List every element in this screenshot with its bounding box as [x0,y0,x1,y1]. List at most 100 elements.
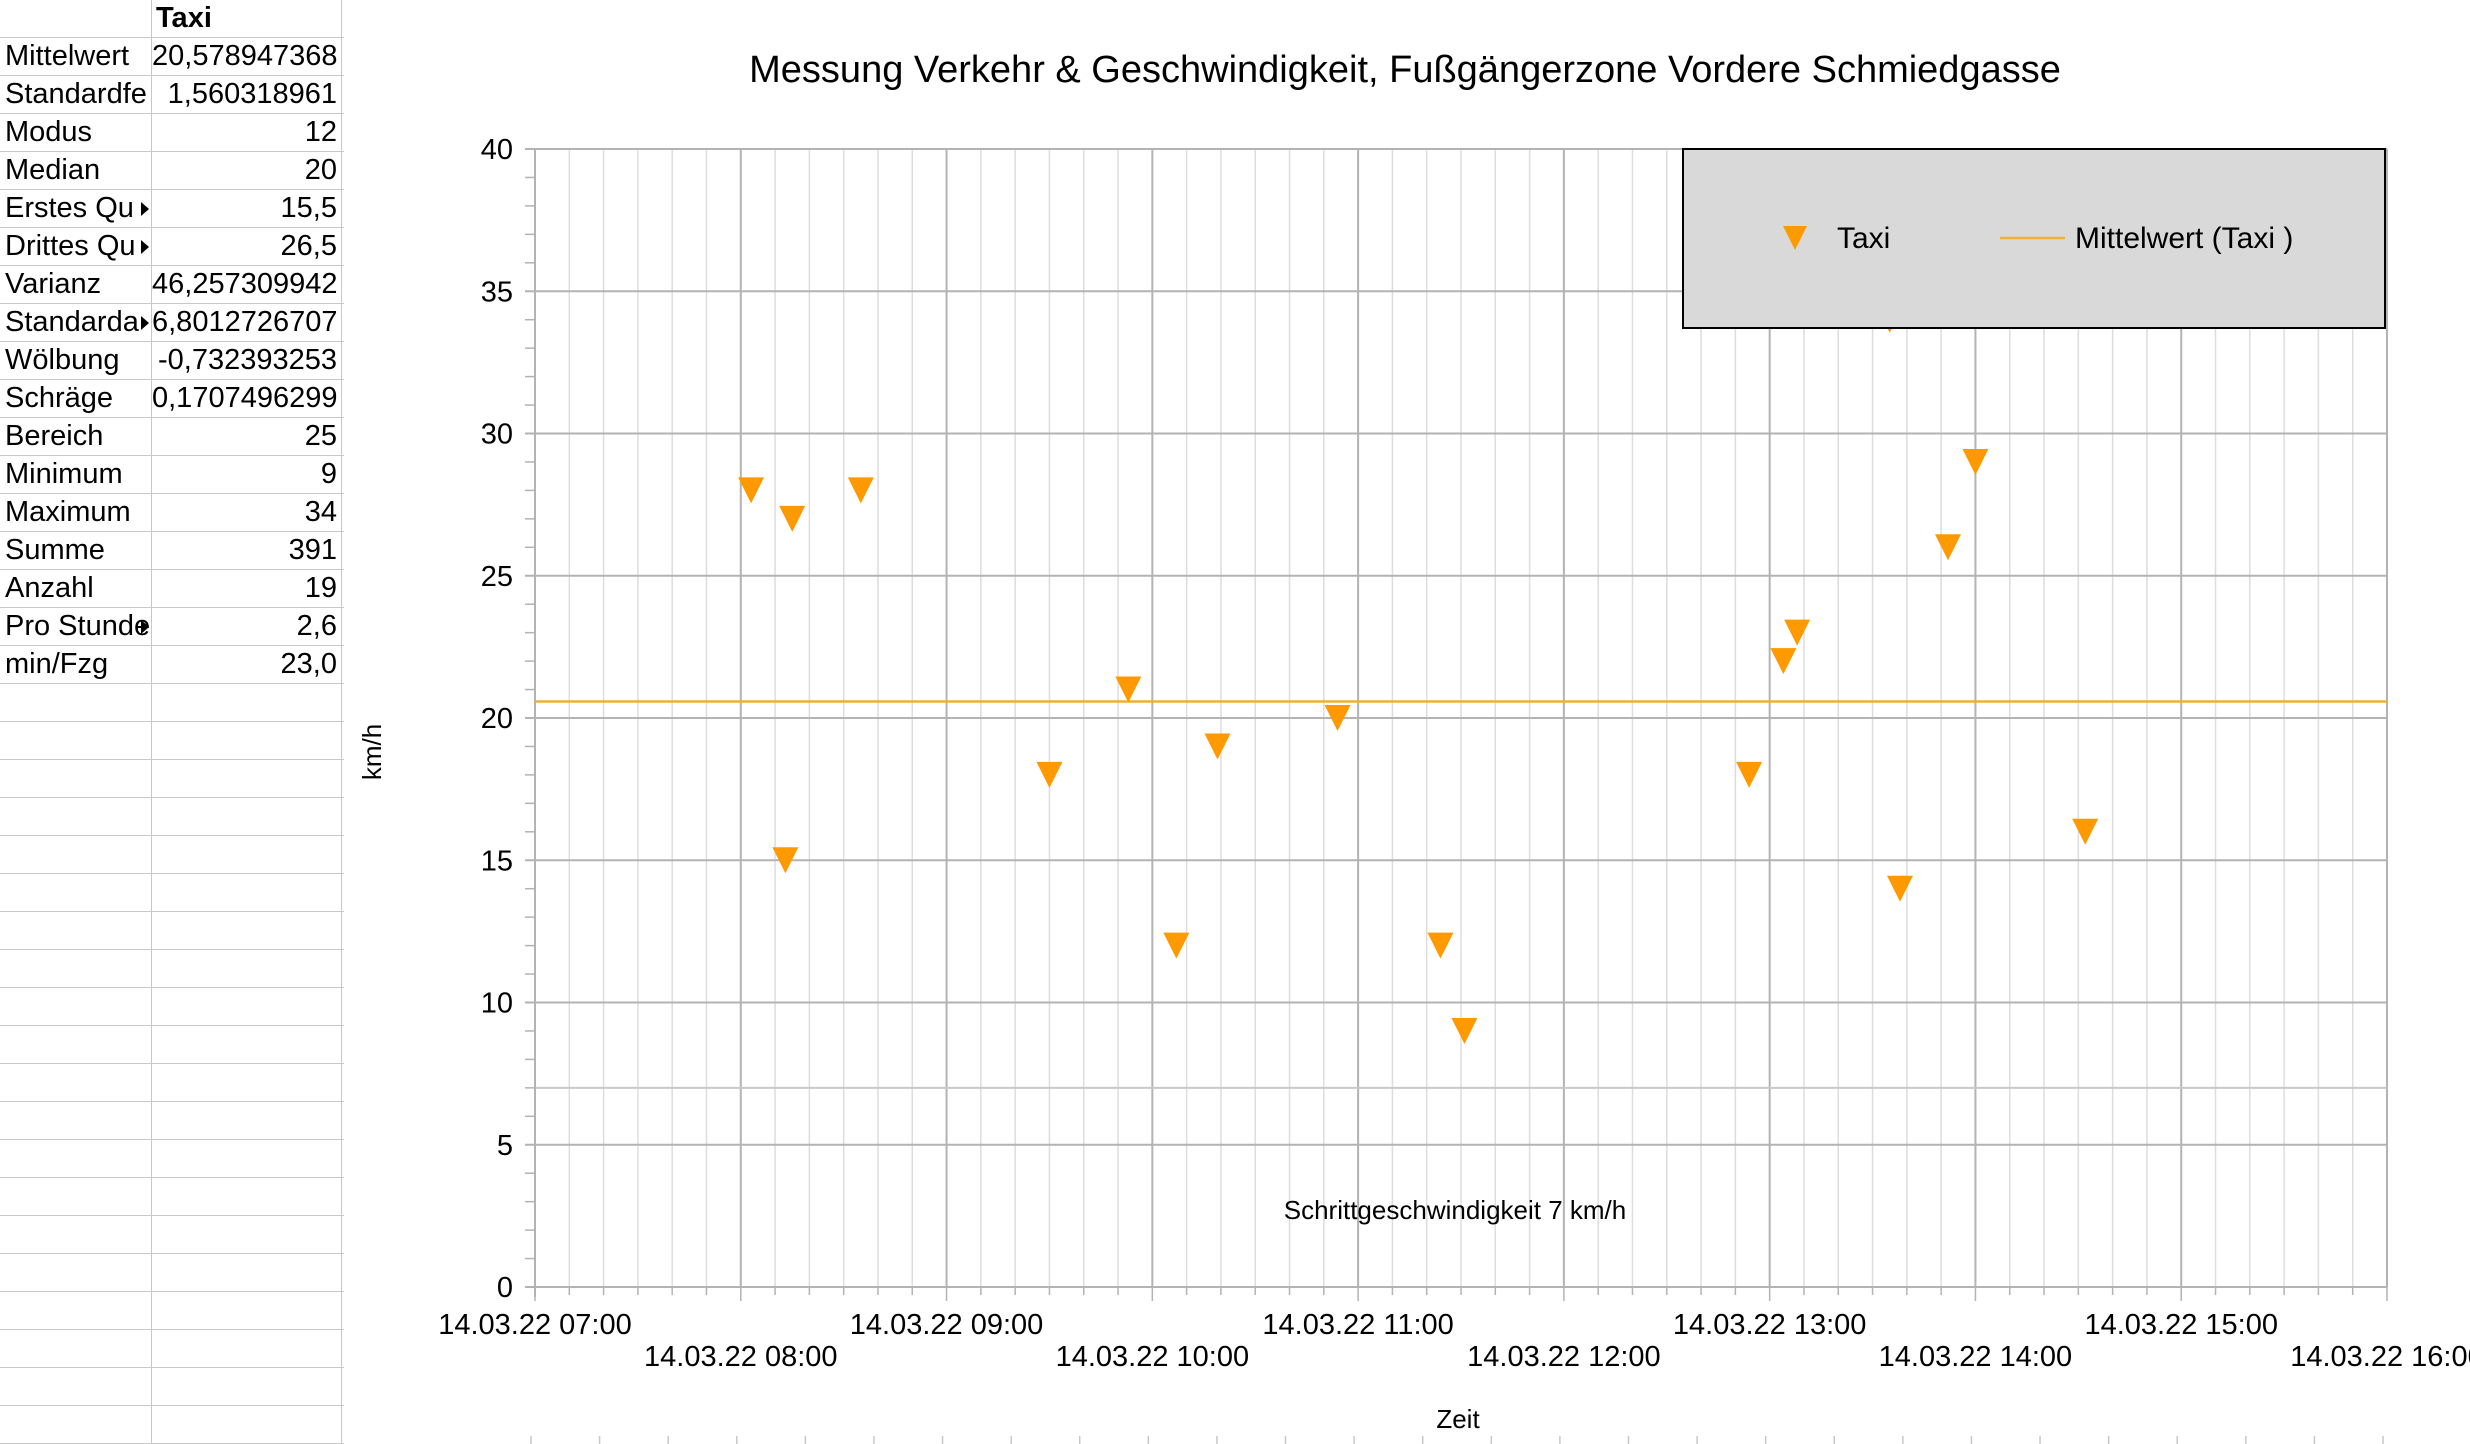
cell-value[interactable]: -0,732393253 [152,342,342,379]
cell-label[interactable]: Minimum [0,456,152,493]
sheet-row[interactable] [0,1292,344,1330]
cell-label[interactable] [0,0,152,37]
cell-value[interactable] [152,1216,342,1253]
sheet-row[interactable] [0,988,344,1026]
cell-value[interactable]: 23,0 [152,646,342,683]
sheet-row[interactable]: Erstes Qu 15,5 [0,190,344,228]
cell-value[interactable]: 2,6 [152,608,342,645]
sheet-header-row[interactable]: Taxi [0,0,344,38]
cell-label[interactable] [0,874,152,911]
sheet-row[interactable]: Modus 12 [0,114,344,152]
cell-value[interactable] [152,836,342,873]
sheet-row[interactable]: Pro Stunde 2,6 [0,608,344,646]
cell-label[interactable]: Mittelwert [0,38,152,75]
sheet-row[interactable] [0,912,344,950]
cell-label[interactable] [0,1140,152,1177]
cell-value[interactable]: 391 [152,532,342,569]
sheet-row[interactable]: Mittelwert 20,578947368 [0,38,344,76]
cell-label[interactable] [0,684,152,721]
sheet-row[interactable] [0,836,344,874]
sheet-row[interactable] [0,798,344,836]
sheet-row[interactable]: Median 20 [0,152,344,190]
sheet-row[interactable] [0,1026,344,1064]
cell-label[interactable]: Pro Stunde [0,608,152,645]
cell-value[interactable]: 1,560318961 [152,76,342,113]
sheet-row[interactable]: Standarda 6,8012726707 [0,304,344,342]
cell-value[interactable]: 6,8012726707 [152,304,342,341]
cell-value[interactable] [152,722,342,759]
cell-value[interactable] [152,1368,342,1405]
sheet-row[interactable] [0,1254,344,1292]
cell-label[interactable]: Modus [0,114,152,151]
sheet-row[interactable] [0,760,344,798]
sheet-row[interactable]: Bereich 25 [0,418,344,456]
cell-value[interactable]: 0,1707496299 [152,380,342,417]
cell-value[interactable] [152,950,342,987]
cell-label[interactable] [0,1292,152,1329]
cell-label[interactable]: Schräge [0,380,152,417]
cell-value[interactable] [152,1254,342,1291]
cell-label[interactable] [0,988,152,1025]
cell-label[interactable] [0,950,152,987]
sheet-row[interactable] [0,1406,344,1444]
cell-label[interactable] [0,760,152,797]
cell-label[interactable] [0,798,152,835]
cell-label[interactable]: Standardfe [0,76,152,113]
cell-label[interactable]: Maximum [0,494,152,531]
cell-value[interactable]: Taxi [152,0,342,37]
cell-label[interactable]: Summe [0,532,152,569]
cell-value[interactable]: 19 [152,570,342,607]
sheet-row[interactable] [0,1140,344,1178]
cell-value[interactable] [152,1178,342,1215]
sheet-row[interactable]: Anzahl 19 [0,570,344,608]
cell-value[interactable]: 34 [152,494,342,531]
sheet-row[interactable] [0,1064,344,1102]
cell-label[interactable]: Bereich [0,418,152,455]
sheet-row[interactable] [0,1178,344,1216]
cell-value[interactable] [152,1330,342,1367]
sheet-row[interactable] [0,684,344,722]
cell-value[interactable] [152,1026,342,1063]
cell-value[interactable]: 12 [152,114,342,151]
sheet-row[interactable] [0,950,344,988]
sheet-row[interactable]: Minimum 9 [0,456,344,494]
cell-label[interactable]: Erstes Qu [0,190,152,227]
cell-value[interactable] [152,1064,342,1101]
cell-label[interactable] [0,1102,152,1139]
cell-value[interactable]: 25 [152,418,342,455]
cell-label[interactable] [0,1026,152,1063]
sheet-row[interactable]: Schräge 0,1707496299 [0,380,344,418]
cell-label[interactable] [0,1178,152,1215]
cell-value[interactable] [152,684,342,721]
cell-label[interactable] [0,912,152,949]
cell-value[interactable]: 20 [152,152,342,189]
sheet-row[interactable] [0,1368,344,1406]
cell-label[interactable] [0,1064,152,1101]
sheet-row[interactable]: min/Fzg 23,0 [0,646,344,684]
sheet-row[interactable]: Standardfe 1,560318961 [0,76,344,114]
cell-label[interactable] [0,1216,152,1253]
cell-label[interactable] [0,836,152,873]
cell-label[interactable]: Median [0,152,152,189]
cell-value[interactable] [152,1406,342,1443]
cell-label[interactable] [0,1254,152,1291]
cell-value[interactable] [152,1102,342,1139]
cell-label[interactable]: Standarda [0,304,152,341]
cell-value[interactable] [152,760,342,797]
cell-value[interactable] [152,798,342,835]
cell-label[interactable] [0,1368,152,1405]
cell-value[interactable] [152,1140,342,1177]
cell-value[interactable]: 20,578947368 [152,38,342,75]
cell-value[interactable]: 26,5 [152,228,342,265]
cell-label[interactable]: min/Fzg [0,646,152,683]
sheet-row[interactable] [0,874,344,912]
sheet-row[interactable] [0,1330,344,1368]
sheet-row[interactable]: Summe 391 [0,532,344,570]
cell-value[interactable]: 15,5 [152,190,342,227]
cell-value[interactable]: 9 [152,456,342,493]
cell-label[interactable]: Anzahl [0,570,152,607]
cell-value[interactable] [152,912,342,949]
cell-value[interactable] [152,1292,342,1329]
cell-label[interactable] [0,1330,152,1367]
cell-value[interactable] [152,874,342,911]
